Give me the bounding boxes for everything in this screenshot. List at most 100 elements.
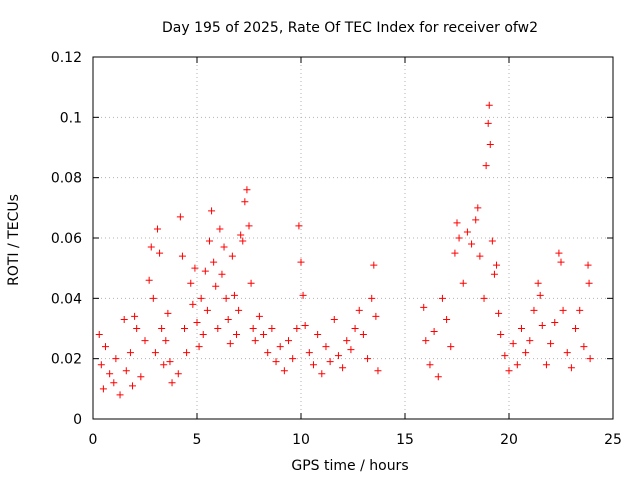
data-point [374, 367, 382, 375]
data-point [330, 315, 338, 323]
data-point [285, 337, 293, 345]
data-point [476, 252, 484, 260]
data-point [212, 282, 220, 290]
data-point [347, 346, 355, 354]
data-point [243, 186, 251, 194]
data-point [430, 328, 438, 336]
data-point [505, 367, 513, 375]
data-point [559, 306, 567, 314]
data-point [293, 325, 301, 332]
data-point [237, 231, 245, 239]
data-point [166, 358, 174, 366]
data-point [218, 270, 226, 278]
y-tick-label: 0.02 [51, 352, 82, 368]
data-point [153, 225, 161, 233]
x-tick-label: 10 [292, 432, 310, 448]
data-point [276, 343, 284, 351]
data-point [522, 349, 530, 357]
data-point [420, 303, 428, 311]
data-point [480, 294, 488, 302]
data-point [126, 349, 134, 357]
data-point [208, 207, 216, 215]
data-point [174, 370, 182, 378]
data-point [189, 300, 197, 308]
data-point [149, 294, 157, 302]
data-point [162, 337, 170, 345]
x-tick-label: 15 [396, 432, 414, 448]
y-tick-label: 0.04 [51, 291, 82, 307]
data-point [151, 349, 159, 357]
data-point [372, 312, 380, 320]
data-point [314, 331, 322, 339]
data-point [534, 279, 542, 287]
data-point [493, 261, 501, 269]
data-point [580, 343, 588, 351]
data-point [158, 325, 166, 332]
data-point [203, 306, 211, 314]
data-point [226, 340, 234, 348]
data-point [255, 312, 263, 320]
data-point [451, 249, 459, 257]
data-point [224, 315, 232, 323]
data-point [101, 343, 109, 351]
data-point [351, 325, 359, 332]
data-point [490, 270, 498, 278]
data-point [438, 294, 446, 302]
data-point [322, 343, 330, 351]
data-point [216, 225, 224, 233]
data-point [542, 361, 550, 369]
data-point [141, 337, 149, 345]
data-point [297, 258, 305, 266]
data-point [526, 337, 534, 345]
x-axis-label: GPS time / hours [291, 458, 408, 474]
data-point [482, 162, 490, 170]
y-tick-label: 0.06 [51, 231, 82, 247]
data-point [299, 291, 307, 299]
data-point [426, 361, 434, 369]
data-point [131, 312, 139, 320]
data-point [205, 237, 213, 245]
data-point [197, 294, 205, 302]
data-point [110, 379, 118, 387]
x-tick-label: 0 [89, 432, 98, 448]
data-point [145, 276, 153, 284]
data-point [260, 331, 268, 339]
data-point [509, 340, 517, 348]
data-point [168, 379, 176, 387]
data-point [355, 306, 363, 314]
data-point [247, 279, 255, 287]
data-point [485, 101, 493, 109]
data-point [538, 321, 546, 329]
data-point [572, 325, 580, 332]
data-point [210, 258, 218, 266]
data-point [112, 355, 120, 363]
x-tick-label: 25 [604, 432, 622, 448]
data-point [295, 222, 303, 230]
data-point [370, 261, 378, 269]
data-point [368, 294, 376, 302]
data-point [422, 337, 430, 345]
data-point [106, 370, 114, 378]
data-point [513, 361, 521, 369]
data-point [434, 373, 442, 381]
data-point [486, 140, 494, 148]
data-point [239, 237, 247, 245]
data-point [339, 364, 347, 372]
x-tick-label: 5 [193, 432, 202, 448]
data-point [272, 358, 280, 366]
data-point [178, 252, 186, 260]
data-point [557, 258, 565, 266]
data-point [233, 331, 241, 339]
data-point [318, 370, 326, 378]
data-point [563, 349, 571, 357]
data-point [343, 337, 351, 345]
data-point [484, 119, 492, 127]
data-point [116, 391, 124, 399]
data-point [241, 198, 249, 206]
grid [93, 57, 613, 419]
data-point [364, 355, 372, 363]
data-point [309, 361, 317, 369]
data-point [584, 261, 592, 269]
axis-ticks [92, 56, 614, 420]
